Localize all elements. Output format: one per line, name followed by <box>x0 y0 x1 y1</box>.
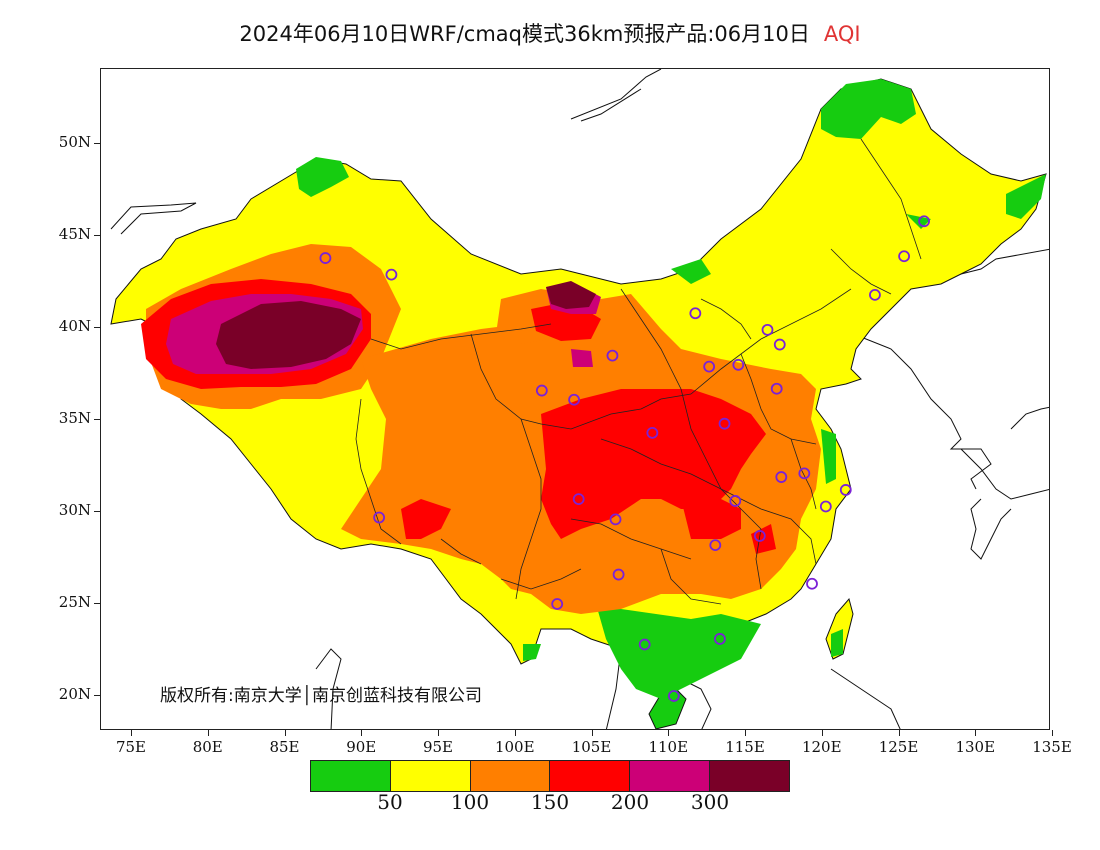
x-tick-mark <box>361 730 363 736</box>
x-tick-label: 125E <box>878 738 919 756</box>
city-station-marker <box>689 307 702 320</box>
city-station-marker <box>667 690 680 702</box>
city-station-marker <box>572 493 585 506</box>
y-tick-mark <box>94 511 100 512</box>
city-station-marker <box>612 568 625 581</box>
y-tick-mark <box>94 327 100 328</box>
aqi-map <box>110 69 1049 729</box>
city-station-marker <box>373 511 386 524</box>
x-tick-mark <box>745 730 746 736</box>
legend-swatch <box>709 761 789 791</box>
legend-tick-label: 150 <box>530 790 570 814</box>
x-tick-label: 130E <box>955 738 996 756</box>
legend-swatch <box>549 761 630 791</box>
city-station-marker <box>385 268 398 281</box>
x-tick-label: 85E <box>269 738 300 756</box>
x-tick-label: 105E <box>571 738 612 756</box>
y-tick-label: 40N <box>58 317 91 335</box>
city-station-marker <box>898 250 911 263</box>
legend-swatch <box>389 761 470 791</box>
y-tick-label: 35N <box>58 409 91 427</box>
city-station-marker <box>551 598 564 610</box>
y-tick-label: 25N <box>58 593 91 611</box>
city-station-marker <box>806 577 818 590</box>
x-tick-mark <box>668 730 670 736</box>
map-frame <box>100 68 1050 730</box>
x-tick-label: 80E <box>192 738 223 756</box>
city-station-marker <box>869 288 881 301</box>
province-borders <box>355 138 922 605</box>
y-tick-label: 45N <box>58 225 91 243</box>
city-station-marker <box>606 349 619 362</box>
taiwan-green <box>831 629 843 657</box>
x-tick-label: 120E <box>801 738 842 756</box>
legend-tick-label: 50 <box>377 790 403 814</box>
city-station-marker <box>819 500 832 513</box>
y-tick-label: 20N <box>58 685 91 703</box>
x-tick-mark <box>1052 730 1053 736</box>
legend-swatch <box>629 761 710 791</box>
x-tick-mark <box>898 730 900 736</box>
city-station-marker <box>703 360 716 373</box>
x-tick-mark <box>207 730 209 736</box>
city-station-marker <box>718 417 731 430</box>
region-green <box>296 79 1046 699</box>
x-tick-mark <box>131 730 132 736</box>
city-station-marker <box>646 426 659 439</box>
city-station-marker <box>714 633 726 645</box>
legend-tick-label: 100 <box>450 790 490 814</box>
city-station-marker <box>770 382 783 395</box>
x-tick-label: 95E <box>422 738 454 756</box>
x-tick-mark <box>821 730 823 736</box>
region-maroon <box>216 281 596 369</box>
title-main: 2024年06月10日WRF/cmaq模式36km预报产品:06月10日 <box>239 22 810 46</box>
y-tick-label: 30N <box>58 501 91 519</box>
x-tick-mark <box>591 730 593 736</box>
y-tick-mark <box>94 419 100 420</box>
y-tick-mark <box>94 235 100 236</box>
city-station-marker <box>775 471 788 483</box>
legend-tick-label: 300 <box>690 790 730 814</box>
city-station-marker <box>761 323 774 336</box>
x-tick-label: 110E <box>648 738 689 756</box>
x-tick-mark <box>975 730 977 736</box>
y-tick-mark <box>94 603 100 604</box>
legend-tick-label: 200 <box>610 790 650 814</box>
x-tick-label: 100E <box>494 738 535 756</box>
copyright-text: 版权所有:南京大学│南京创蓝科技有限公司 <box>160 686 482 706</box>
y-tick-mark <box>94 695 100 696</box>
y-tick-mark <box>94 143 100 144</box>
x-tick-label: 115E <box>725 738 765 756</box>
station-markers <box>319 215 930 702</box>
city-station-marker <box>753 530 766 542</box>
legend-swatch <box>469 761 550 791</box>
color-legend <box>310 760 790 792</box>
x-tick-label: 90E <box>346 738 377 756</box>
city-station-marker <box>535 384 548 397</box>
city-station-marker <box>732 358 745 371</box>
city-station-marker <box>319 252 332 264</box>
city-station-marker <box>568 393 580 406</box>
city-station-marker <box>839 484 852 496</box>
y-tick-label: 50N <box>58 133 91 151</box>
map-title: 2024年06月10日WRF/cmaq模式36km预报产品:06月10日 AQI <box>0 18 1100 48</box>
title-variable: AQI <box>823 22 861 46</box>
legend-swatch <box>311 761 390 791</box>
x-tick-mark <box>438 730 439 736</box>
city-station-marker <box>729 495 742 507</box>
x-tick-label: 75E <box>115 738 147 756</box>
x-tick-mark <box>514 730 516 736</box>
city-station-marker <box>609 513 622 526</box>
city-station-marker <box>709 539 722 552</box>
city-station-marker <box>798 467 811 480</box>
x-tick-label: 135E <box>1032 738 1072 756</box>
city-station-marker <box>918 215 930 228</box>
city-station-marker <box>638 638 651 651</box>
x-tick-mark <box>284 730 286 736</box>
city-station-marker <box>773 338 786 351</box>
